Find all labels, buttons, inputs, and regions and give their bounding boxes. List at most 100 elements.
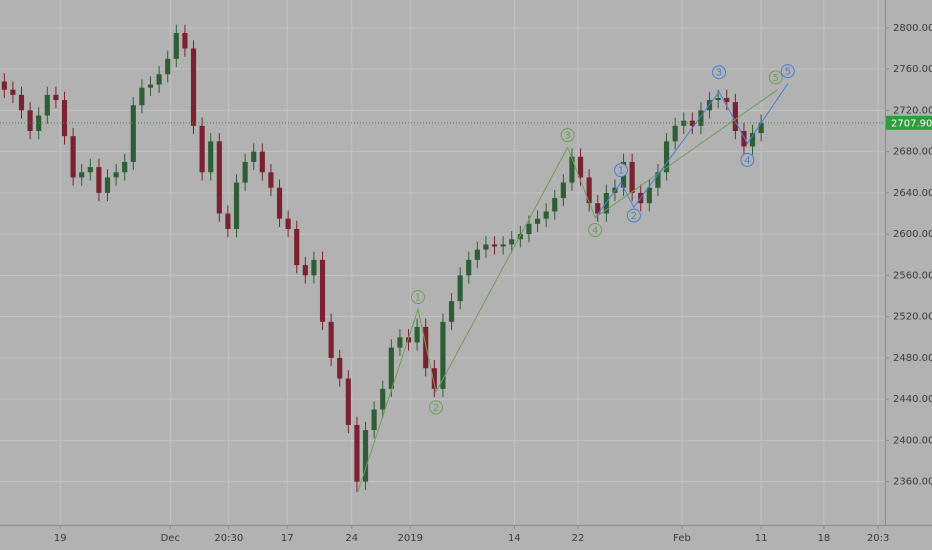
x-tick-label: 14 (508, 533, 521, 544)
x-tick-label: Feb (673, 533, 691, 544)
candle-body (595, 203, 601, 214)
wave-label-circle (768, 70, 783, 85)
y-tick-label: 2720.00 (893, 105, 932, 116)
candle-body (104, 177, 111, 193)
x-tick-label: 20:3 (867, 533, 889, 544)
candle-body (354, 424, 360, 482)
wave-label: 3 (564, 131, 570, 142)
candle-body (216, 141, 222, 214)
candle-body (242, 161, 248, 183)
candle-body (87, 167, 93, 173)
candle-body (405, 337, 412, 343)
candle-body (500, 244, 506, 247)
candle-body (18, 94, 25, 111)
candle-body (311, 259, 317, 276)
candle-body (397, 337, 403, 348)
candle-body (491, 244, 498, 247)
candle-body (672, 125, 678, 142)
y-tick-label: 2360.00 (893, 477, 932, 488)
candle-body (423, 326, 429, 369)
candle-body (629, 161, 635, 193)
candle-body (552, 198, 558, 212)
y-tick-label: 2400.00 (893, 435, 932, 446)
candle-body (698, 110, 704, 126)
candle-body (233, 182, 240, 229)
wave-label: 5 (773, 73, 779, 84)
candle-body (543, 211, 549, 219)
x-tick-label: Dec (161, 533, 180, 544)
candle-body (70, 136, 76, 178)
candle-body (27, 110, 33, 131)
candle-body (36, 115, 42, 131)
candle-body (302, 265, 308, 276)
wave-label-circle (613, 163, 628, 178)
candle-body (173, 33, 179, 59)
candle-body (208, 141, 214, 173)
wave-label-circle (780, 64, 795, 79)
candle-body (113, 172, 119, 178)
candle-body (285, 218, 291, 229)
candle-body (1, 81, 7, 90)
candle-body (268, 172, 274, 188)
candle-body (319, 259, 326, 322)
wave-label: 1 (415, 293, 421, 304)
candle-body (646, 187, 652, 204)
candle-body (294, 228, 300, 266)
wave-label-circle (588, 223, 603, 238)
candle-body (474, 249, 480, 260)
wave-label: 3 (716, 68, 722, 79)
candle-body (388, 347, 394, 389)
candle-body (328, 321, 334, 358)
y-tick-label: 2760.00 (893, 64, 932, 75)
candle-body (483, 244, 489, 250)
wave-label-circle (429, 400, 444, 415)
candle-body (380, 388, 386, 410)
y-tick-label: 2560.00 (893, 270, 932, 281)
candle-body (362, 430, 369, 482)
candle-body (457, 275, 463, 302)
candle-body (749, 133, 756, 147)
candle-body (741, 130, 747, 147)
candle-body (371, 409, 377, 431)
candle-body (345, 378, 351, 425)
wave-label-circle (740, 152, 755, 167)
wave-label-circle (410, 290, 425, 305)
candle-body (79, 172, 85, 178)
candle-body (61, 100, 68, 137)
candle-body (534, 218, 541, 224)
x-tick-label: 20:30 (214, 533, 243, 544)
candles (1, 24, 764, 492)
candle-body (414, 326, 420, 343)
candle-body (509, 239, 515, 245)
candle-body (182, 33, 188, 49)
candle-body (337, 357, 343, 379)
y-tick-label: 2800.00 (893, 23, 932, 34)
wave-line (594, 83, 789, 218)
x-tick-label: 11 (755, 533, 768, 544)
candle-body (526, 223, 532, 235)
wave-label: 2 (631, 211, 637, 222)
candle-body (122, 161, 128, 173)
wave-label: 4 (592, 226, 598, 237)
grid (0, 0, 885, 525)
y-tick-label: 2480.00 (893, 353, 932, 364)
candle-body (139, 87, 145, 106)
candle-body (466, 259, 472, 276)
wave-label: 4 (744, 155, 750, 166)
wave-label-circle (560, 128, 575, 143)
candle-body (655, 172, 661, 188)
wave-label: 2 (433, 403, 439, 414)
candle-body (165, 58, 171, 75)
candle-body (199, 125, 205, 173)
candle-body (190, 48, 197, 126)
candle-body (681, 120, 687, 126)
y-tick-label: 2640.00 (893, 188, 932, 199)
candle-body (156, 74, 162, 85)
candle-body (44, 94, 50, 116)
candle-body (663, 141, 670, 173)
candle-body (147, 84, 154, 88)
candle-body (715, 97, 721, 101)
wave-label: 5 (785, 67, 791, 78)
x-tick-label: 24 (345, 533, 358, 544)
